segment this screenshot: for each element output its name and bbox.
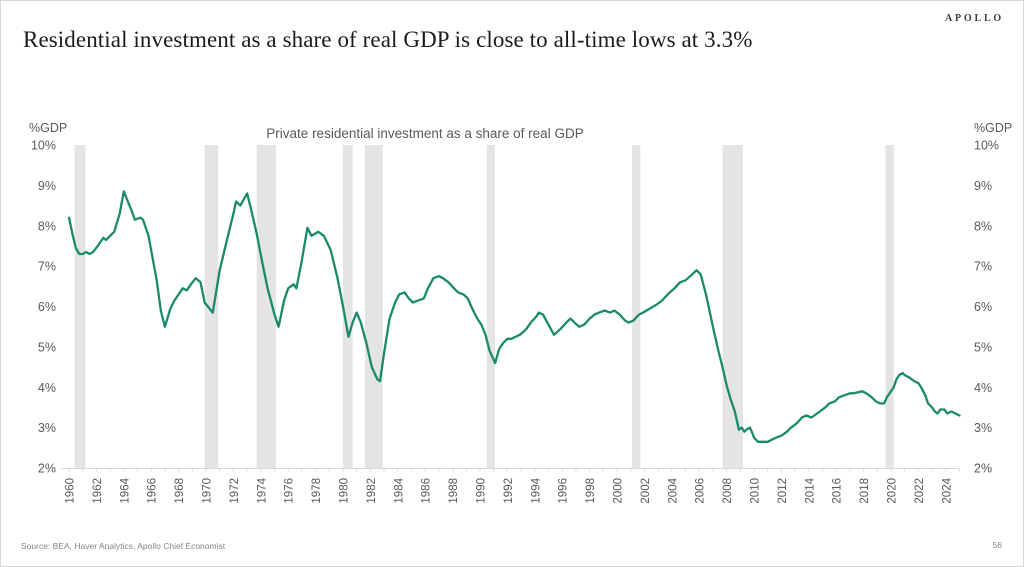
recession-band	[343, 145, 353, 468]
x-axis-label: 1996	[558, 478, 570, 504]
x-axis-label: 2022	[914, 478, 926, 504]
y-axis-label-left: 6%	[38, 300, 56, 314]
x-axis-group	[61, 468, 960, 472]
y-axis-label-left: 9%	[38, 179, 56, 193]
y-axis-label-right: 10%	[974, 139, 999, 153]
x-axis-label: 1968	[174, 478, 186, 504]
y-axis-label-right: 6%	[974, 300, 992, 314]
x-axis-label: 2014	[804, 477, 816, 503]
x-axis-label: 2006	[695, 478, 707, 504]
y-axis-label-right: 3%	[974, 421, 992, 435]
x-axis-label: 1978	[311, 478, 323, 504]
y-axis-label-left: 10%	[31, 139, 56, 153]
x-axis-label: 1986	[421, 478, 433, 504]
x-axis-label: 1982	[366, 478, 378, 504]
x-axis-label: 2024	[941, 477, 953, 503]
x-axis-label: 1980	[339, 478, 351, 504]
x-axis-label: 2016	[832, 478, 844, 504]
y-axis-label-left: 4%	[38, 381, 56, 395]
apollo-logo: APOLLO	[944, 13, 1004, 24]
y-axis-label-right: 7%	[974, 260, 992, 274]
chart-subtitle: Private residential investment as a shar…	[266, 126, 583, 141]
y-axis-label-left: 3%	[38, 421, 56, 435]
source-note: Source: BEA, Haver Analytics, Apollo Chi…	[21, 541, 226, 551]
y-axis-label-left: 2%	[38, 462, 56, 476]
x-axis-label: 2010	[750, 478, 762, 504]
x-axis-label: 1988	[448, 478, 460, 504]
y-axis-label-right: 2%	[974, 462, 992, 476]
recession-band	[256, 145, 276, 468]
recession-band	[74, 145, 86, 468]
x-axis-label: 1974	[256, 477, 268, 503]
recession-band	[722, 145, 743, 468]
x-axis-label: 1964	[119, 477, 131, 503]
x-axis-label: 1990	[476, 478, 488, 504]
x-axis-label: 2008	[722, 478, 734, 504]
y-axis-label-left: 8%	[38, 219, 56, 233]
x-axis-label: 2002	[640, 478, 652, 504]
x-axis-label: 2020	[887, 478, 899, 504]
x-axis-label: 2018	[859, 478, 871, 504]
y-axis-label-right: 4%	[974, 381, 992, 395]
recession-band	[364, 145, 383, 468]
slide-title: Residential investment as a share of rea…	[23, 27, 753, 52]
x-axis-label: 2012	[777, 478, 789, 504]
x-axis-label: 1960	[65, 478, 77, 504]
x-axis-label: 2000	[613, 478, 625, 504]
x-axis-label: 1994	[530, 477, 542, 503]
y-axis-label-right: 8%	[974, 219, 992, 233]
y-axis-label-left: 7%	[38, 260, 56, 274]
x-axis-labels-group: 1960 1962 1964 1966 1968 1970 1972 1974 1976 1978…	[65, 477, 954, 503]
residential-investment-line	[67, 190, 961, 443]
recession-band	[204, 145, 219, 468]
recession-band	[486, 145, 495, 468]
x-axis-label: 1992	[503, 478, 515, 504]
y-axis-label-left: 5%	[38, 340, 56, 354]
page-number: 56	[992, 540, 1002, 550]
x-axis-label: 1984	[393, 477, 405, 503]
y-axis-label-right: 5%	[974, 340, 992, 354]
recession-band	[885, 145, 894, 468]
data-line-group	[67, 190, 961, 443]
recession-bands-group	[74, 145, 894, 468]
x-axis-label: 1976	[284, 478, 296, 504]
y-axis-unit-right: %GDP	[974, 121, 1012, 135]
x-axis-label: 1998	[585, 478, 597, 504]
x-axis-label: 1970	[202, 478, 214, 504]
recession-band	[632, 145, 641, 468]
x-axis-label: 2004	[667, 477, 679, 503]
x-axis-label: 1966	[147, 478, 159, 504]
x-axis-label: 1962	[92, 478, 104, 504]
y-axis-unit-left: %GDP	[29, 121, 67, 135]
x-axis-label: 1972	[229, 478, 241, 504]
y-axis-labels-group: 10% 10% 9% 9% 8% 8% 7% 7% 6% 6% 5% 5% 4% 4% 3% 3% 2% 2%	[31, 139, 999, 476]
y-axis-label-right: 9%	[974, 179, 992, 193]
